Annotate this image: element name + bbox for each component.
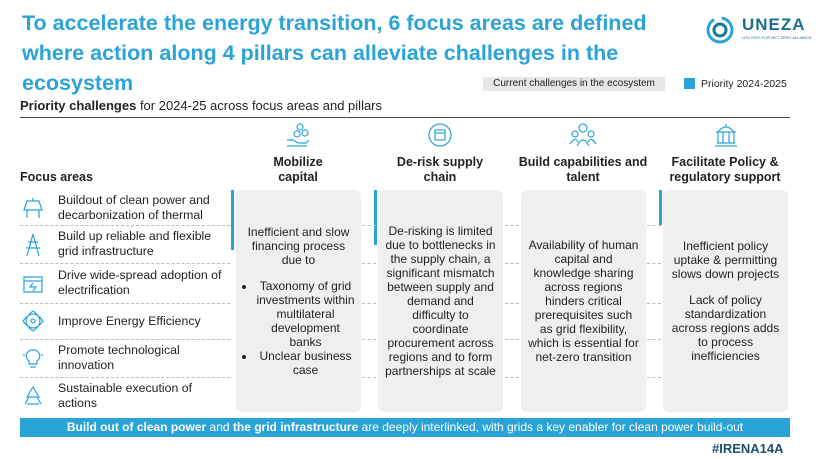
focus-area: Sustainable execution of actions xyxy=(58,381,192,410)
challenge-box: Availability of human capital and knowle… xyxy=(521,190,646,412)
pillar-name: De-risk supply chain xyxy=(396,155,484,184)
challenge-bullet: Unclear business case xyxy=(256,349,355,377)
pillar-name: Facilitate Policy & regulatory support xyxy=(669,155,781,184)
footer-text: and xyxy=(206,420,233,434)
challenge-text: Availability of human capital and knowle… xyxy=(528,238,639,364)
legend-challenges: Current challenges in the ecosystem xyxy=(483,77,665,91)
icon-shape xyxy=(23,276,43,293)
subtitle-rest: for 2024-25 across focus areas and pilla… xyxy=(136,98,383,113)
footer-text: the grid infrastructure xyxy=(232,420,359,434)
logo-icon xyxy=(706,16,734,44)
row-divider xyxy=(647,263,661,264)
row-divider xyxy=(20,377,230,378)
icon-shape xyxy=(22,310,44,332)
row-divider xyxy=(362,303,376,304)
row-divider xyxy=(362,377,376,378)
challenge-box: Inefficient policy uptake & permitting s… xyxy=(663,190,788,412)
row-divider xyxy=(647,377,661,378)
row-divider xyxy=(362,263,376,264)
icon-shape xyxy=(24,385,42,405)
subtitle-bold: Priority challenges xyxy=(20,98,137,113)
priority-bar xyxy=(231,190,234,250)
row-divider xyxy=(647,225,661,226)
icon-shape xyxy=(23,198,43,218)
challenge-box: Inefficient and slow financing process d… xyxy=(236,190,361,412)
focus-icon xyxy=(23,349,43,368)
icon-talent xyxy=(569,123,597,147)
pillar-name: Build capabilities and talent xyxy=(518,155,648,184)
title: To accelerate the energy transition, 6 f… xyxy=(22,11,647,95)
row-divider xyxy=(362,225,376,226)
focus-icon xyxy=(23,198,43,218)
legend-priority-swatch xyxy=(684,78,695,89)
row-divider xyxy=(505,225,519,226)
focus-area: Build up reliable and flexible grid infr… xyxy=(58,229,212,258)
footer-banner: Build out of clean power and the grid in… xyxy=(20,418,790,437)
challenge-box: De-risking is limited due to bottlenecks… xyxy=(378,190,503,412)
focus-icon xyxy=(23,276,43,293)
focus-area: Drive wide-spread adoption of electrific… xyxy=(58,268,222,297)
row-divider xyxy=(20,225,230,226)
challenge-text: De-risking is limited due to bottlenecks… xyxy=(385,224,496,378)
focus-icon xyxy=(26,233,40,256)
focus-area: Buildout of clean power and decarbonizat… xyxy=(58,193,210,222)
row-divider xyxy=(362,339,376,340)
icon-shape xyxy=(23,349,43,368)
focus-icon xyxy=(24,385,42,405)
row-divider xyxy=(505,263,519,264)
icon-policy xyxy=(715,124,737,147)
row-divider xyxy=(647,339,661,340)
challenge-list: Taxonomy of grid investments within mult… xyxy=(242,279,355,377)
footer-text: Build out of clean power xyxy=(66,420,207,434)
focus-label: Focus areas xyxy=(20,170,93,184)
challenge-bullet: Taxonomy of grid investments within mult… xyxy=(256,279,355,349)
challenge-text: Inefficient and slow financing process d… xyxy=(247,225,350,267)
row-divider xyxy=(647,303,661,304)
challenge-text: Inefficient policy uptake & permitting s… xyxy=(671,239,780,281)
priority-bar xyxy=(374,190,377,245)
row-divider xyxy=(20,303,230,304)
priority-bar xyxy=(659,190,662,225)
hashtag: #IRENA14A xyxy=(712,441,784,456)
legend-priority: Priority 2024-2025 xyxy=(701,78,787,90)
icon-capital xyxy=(287,123,310,147)
logo-tagline: UTILITIES FOR NET ZERO ALLIANCE xyxy=(742,35,812,40)
icon-shape xyxy=(26,233,40,256)
pillar-name: Mobilize capital xyxy=(273,155,323,184)
focus-area: Improve Energy Efficiency xyxy=(58,313,201,328)
row-divider xyxy=(505,303,519,304)
subtitle: Priority challenges for 2024-25 across f… xyxy=(20,98,382,114)
row-divider xyxy=(505,339,519,340)
row-divider xyxy=(20,339,230,340)
focus-icon xyxy=(22,310,44,332)
icon-supply xyxy=(428,123,452,147)
row-divider xyxy=(505,377,519,378)
logo-name: UNEZA xyxy=(742,15,806,34)
focus-area: Promote technological innovation xyxy=(58,343,180,372)
challenge-text: Lack of policy standardization across re… xyxy=(671,293,780,363)
subtitle-rule xyxy=(20,117,790,118)
footer-text: are deeply interlinked, with grids a key… xyxy=(358,420,744,434)
row-divider xyxy=(20,263,230,264)
